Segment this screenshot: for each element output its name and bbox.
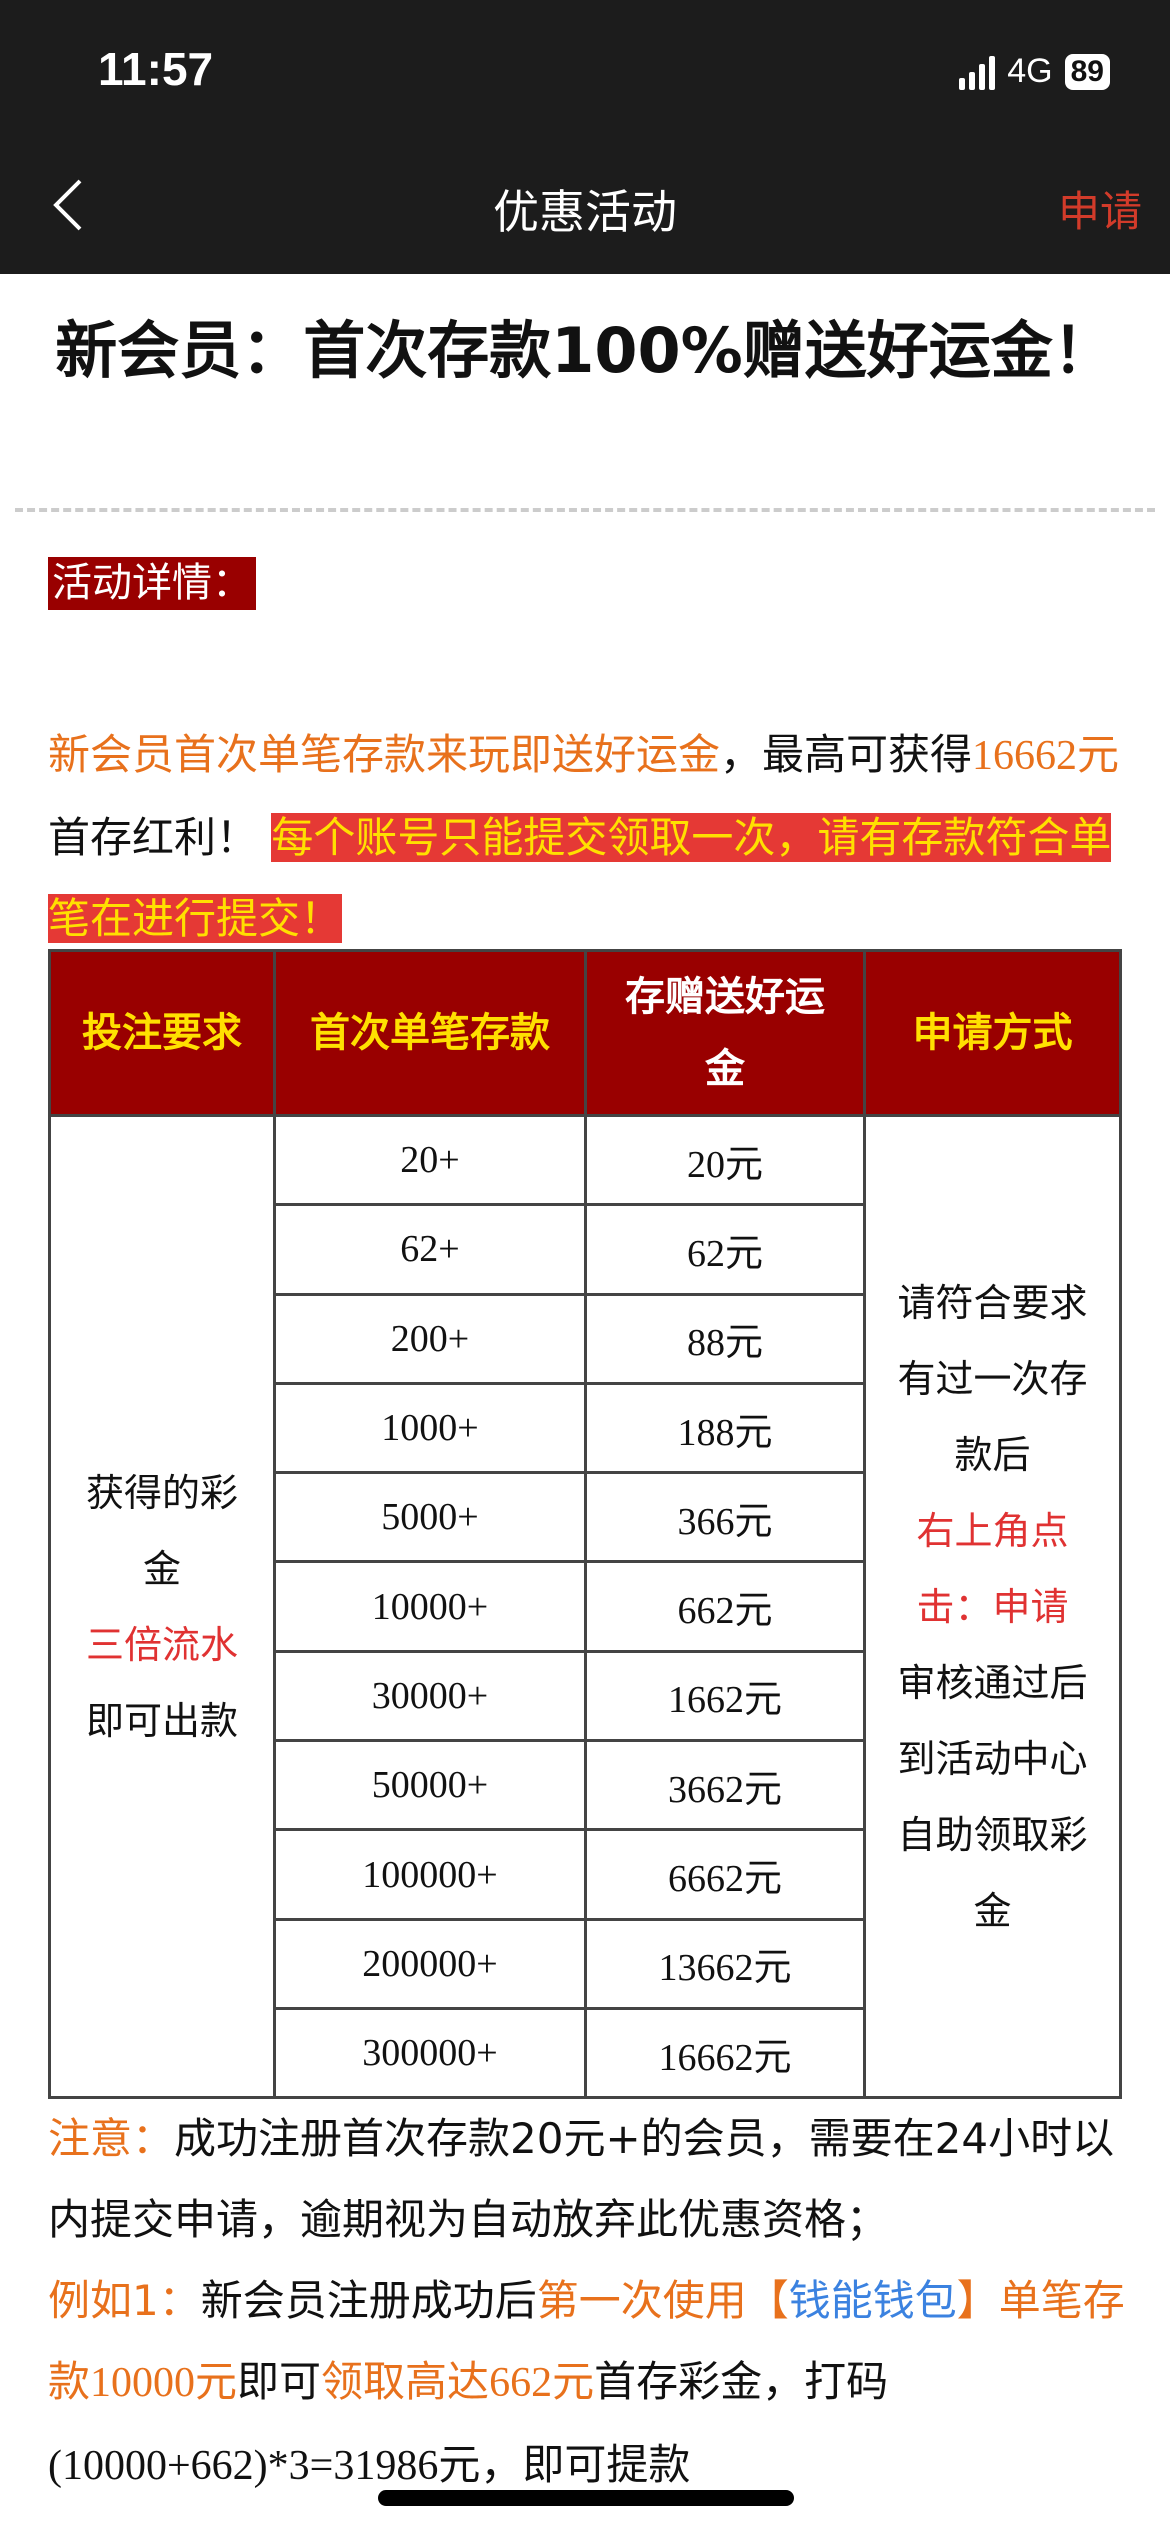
example-text: 首存彩金，打码 xyxy=(594,2357,889,2406)
requirement-text: 获得的彩金 xyxy=(85,1470,238,1591)
header-cell: 投注要求 xyxy=(48,949,276,1117)
wallet-name: 钱能钱包 xyxy=(788,2276,957,2325)
requirement-highlight: 三倍流水 xyxy=(85,1622,238,1667)
method-highlight: 右上角点击：申请 xyxy=(916,1508,1069,1629)
signal-icon xyxy=(959,54,996,90)
bonus-table: 投注要求 首次单笔存款 存赠送好运金 申请方式 获得的彩金三倍流水即可出款 20… xyxy=(48,949,1122,2100)
promo-title: 新会员：首次存款100%赠送好运金！ xyxy=(55,314,1115,387)
example-amount: 10000 xyxy=(90,2360,196,2406)
table-row: 获得的彩金三倍流水即可出款 20+ 20元 请符合要求有过一次存款后右上角点击：申… xyxy=(48,1113,1122,2100)
deposit-cell: 1000+ xyxy=(273,1381,587,1475)
table-row: 200+ 88元 xyxy=(50,1292,1121,1385)
bonus-cell: 20元 xyxy=(584,1113,866,1207)
deposit-cell: 300000+ xyxy=(273,2006,587,2100)
example-1: 例如1：新会员注册成功后第一次使用【钱能钱包】单笔存款10000元即可领取高达6… xyxy=(48,2260,1128,2507)
header-cell: 申请方式 xyxy=(863,949,1122,1117)
home-indicator[interactable] xyxy=(378,2490,794,2506)
bonus-cell: 16662元 xyxy=(584,2006,866,2100)
example-label: 例如1： xyxy=(48,2276,201,2325)
table-row: 30000+ 1662元 xyxy=(50,1649,1121,1743)
intro-text: 元 xyxy=(1077,730,1120,779)
note-1: 注意：成功注册首次存款20元+的会员，需要在24小时以内提交申请，逾期视为自动放… xyxy=(48,2098,1128,2260)
table-row: 62+ 62元 xyxy=(50,1203,1121,1296)
notes: 注意：成功注册首次存款20元+的会员，需要在24小时以内提交申请，逾期视为自动放… xyxy=(48,2098,1128,2507)
example-formula: (10000+662)*3=31986 xyxy=(48,2443,439,2489)
requirement-cell: 获得的彩金三倍流水即可出款 xyxy=(48,1113,276,2100)
bonus-cell: 1662元 xyxy=(584,1649,866,1743)
example-text: 元 xyxy=(552,2357,595,2406)
header-cell: 存赠送好运金 xyxy=(584,949,866,1117)
bonus-cell: 662元 xyxy=(584,1560,866,1653)
example-text: 新会员注册成功后 xyxy=(200,2276,537,2325)
note-label: 注意： xyxy=(48,2114,175,2163)
deposit-cell: 50000+ xyxy=(273,1739,587,1832)
table-header: 投注要求 首次单笔存款 存赠送好运金 申请方式 xyxy=(48,949,1122,1117)
requirement-text: 即可出款 xyxy=(85,1698,238,1743)
example-text: 】单笔存款 xyxy=(48,2276,1125,2406)
status-icons: 4G 89 xyxy=(959,52,1110,91)
network-type: 4G xyxy=(1007,52,1053,90)
intro-amount: 16662 xyxy=(972,733,1078,779)
deposit-cell: 200000+ xyxy=(273,1917,587,2010)
bonus-cell: 366元 xyxy=(584,1471,866,1564)
deposit-cell: 10000+ xyxy=(273,1560,587,1653)
table-row: 50000+ 3662元 xyxy=(50,1739,1121,1832)
top-bar: 11:57 4G 89 优惠活动 申请 xyxy=(0,0,1170,274)
intro-text: ，最高可获得 xyxy=(720,730,973,779)
example-text: 即可 xyxy=(237,2357,322,2406)
divider xyxy=(15,508,1155,512)
table-row: 300000+ 16662元 xyxy=(50,2006,1121,2100)
details-label: 活动详情： xyxy=(48,557,256,610)
table-row: 1000+ 188元 xyxy=(50,1381,1121,1475)
header-cell: 首次单笔存款 xyxy=(273,949,587,1117)
method-cell: 请符合要求有过一次存款后右上角点击：申请审核通过后到活动中心自助领取彩金 xyxy=(863,1113,1122,2100)
deposit-cell: 5000+ xyxy=(273,1471,587,1564)
deposit-cell: 20+ xyxy=(273,1113,587,1207)
bonus-cell: 62元 xyxy=(584,1203,866,1296)
deposit-cell: 62+ xyxy=(273,1203,587,1296)
apply-button[interactable]: 申请 xyxy=(1057,187,1142,236)
deposit-cell: 200+ xyxy=(273,1292,587,1385)
table-row: 200000+ 13662元 xyxy=(50,1917,1121,2010)
table-row: 5000+ 366元 xyxy=(50,1471,1121,1564)
deposit-cell: 100000+ xyxy=(273,1828,587,1921)
deposit-cell: 30000+ xyxy=(273,1649,587,1743)
table-row: 10000+ 662元 xyxy=(50,1560,1121,1653)
method-text: 审核通过后到活动中心自助领取彩金 xyxy=(897,1660,1088,1933)
bonus-cell: 13662元 xyxy=(584,1917,866,2010)
page-title: 优惠活动 xyxy=(493,185,677,239)
intro-text: 新会员首次单笔存款来玩即送好运金 xyxy=(48,730,721,779)
intro-text: 首存红利！ xyxy=(48,813,259,862)
example-amount: 662 xyxy=(489,2360,553,2406)
battery-icon: 89 xyxy=(1064,53,1110,90)
bonus-cell: 188元 xyxy=(584,1381,866,1475)
chevron-left-icon[interactable] xyxy=(50,178,86,232)
status-time: 11:57 xyxy=(98,43,214,95)
example-text: 第一次使用【 xyxy=(536,2276,789,2325)
bonus-cell: 3662元 xyxy=(584,1739,866,1832)
bonus-cell: 6662元 xyxy=(584,1828,866,1921)
example-text: 元，即可提款 xyxy=(438,2440,691,2489)
promo-intro: 新会员首次单笔存款来玩即送好运金，最高可获得16662元首存红利！ 每个账号只能… xyxy=(48,714,1128,959)
bonus-cell: 88元 xyxy=(584,1292,866,1385)
table-row: 100000+ 6662元 xyxy=(50,1828,1121,1921)
method-text: 请符合要求有过一次存款后 xyxy=(897,1280,1088,1477)
example-text: 领取高达 xyxy=(321,2357,490,2406)
example-text: 元 xyxy=(195,2357,238,2406)
note-text: 成功注册首次存款20元+的会员，需要在24小时以内提交申请，逾期视为自动放弃此优… xyxy=(48,2114,1115,2244)
